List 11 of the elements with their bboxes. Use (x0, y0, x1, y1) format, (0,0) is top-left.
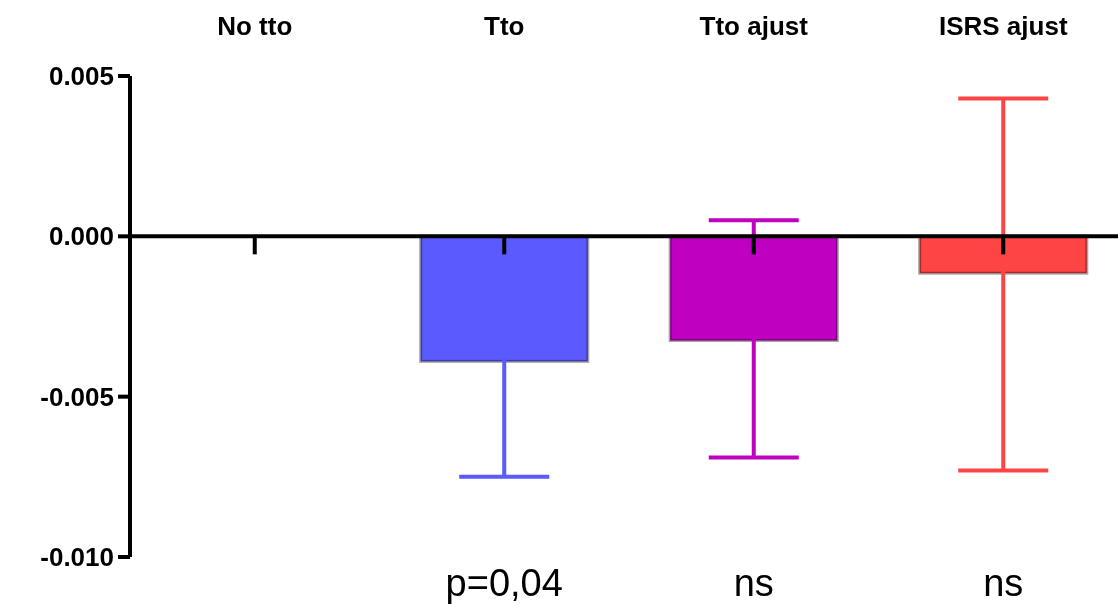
y-tick-label: 0.005 (48, 61, 114, 92)
text: ns (983, 562, 1024, 604)
y-tick-label: -0.005 (40, 381, 114, 412)
x-tick-label: No tto (217, 11, 293, 41)
y-tick-label: -0.010 (40, 542, 114, 573)
text: p=0,04 (445, 562, 563, 604)
y-tick-label: 0.000 (48, 221, 114, 252)
x-tick-label: Tto (484, 11, 525, 41)
x-tick-label: Tto ajust (699, 11, 809, 41)
x-tick-label: ISRS ajust (938, 11, 1068, 41)
text: ns (733, 562, 774, 604)
